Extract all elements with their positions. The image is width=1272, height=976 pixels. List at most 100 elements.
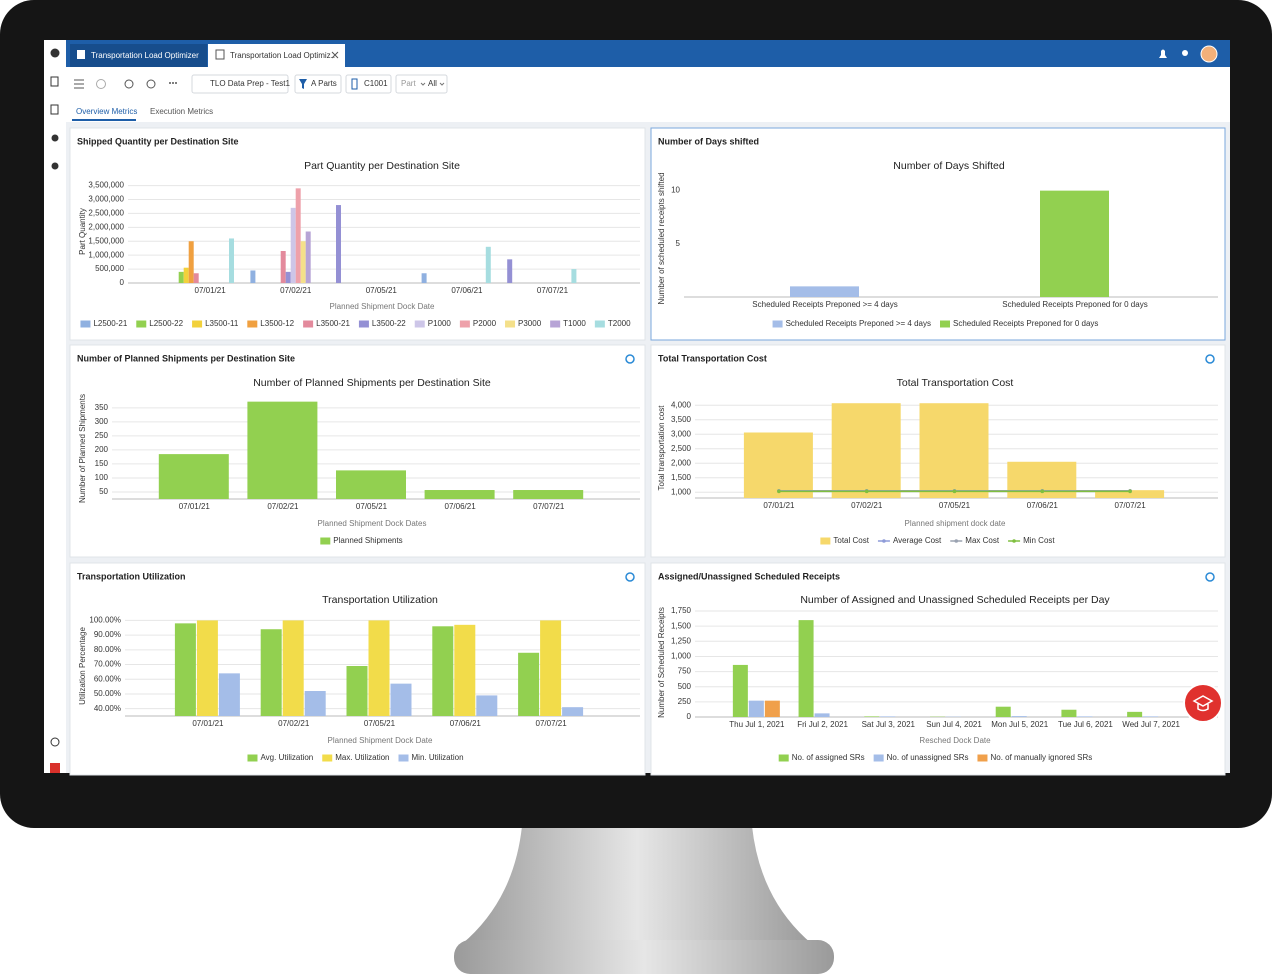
y-tick-label: 2,500 xyxy=(671,444,692,453)
tab[interactable] xyxy=(70,44,207,67)
help-icon[interactable] xyxy=(50,737,60,747)
bar xyxy=(831,403,901,498)
subtab[interactable]: Execution Metrics xyxy=(150,107,213,116)
toolbar-label[interactable]: A Parts xyxy=(311,79,337,88)
panel-title: Shipped Quantity per Destination Site xyxy=(77,136,239,146)
y-tick-label: 500,000 xyxy=(95,264,124,273)
filter-icon xyxy=(299,79,307,89)
bar xyxy=(485,246,491,283)
tab-active[interactable] xyxy=(208,44,345,67)
help-fab[interactable] xyxy=(1183,683,1223,723)
y-tick-label: 350 xyxy=(95,403,109,412)
bar xyxy=(1127,711,1143,717)
toolbar-icon[interactable] xyxy=(175,82,177,84)
bar xyxy=(748,700,764,717)
y-axis-title: Number of Scheduled Receipts xyxy=(657,607,666,718)
refresh-icon[interactable] xyxy=(1205,354,1215,364)
toolbar-icon[interactable] xyxy=(124,79,134,89)
legend-swatch xyxy=(459,320,470,328)
legend-swatch xyxy=(873,754,884,762)
people-icon[interactable] xyxy=(1182,50,1188,56)
bar xyxy=(290,207,296,283)
chart-title: Total Transportation Cost xyxy=(897,377,1014,389)
legend-swatch xyxy=(320,537,331,545)
chart-title: Number of Days Shifted xyxy=(893,160,1005,172)
sidebar xyxy=(44,40,66,773)
y-tick-label: 500 xyxy=(678,682,692,691)
toolbar-icon[interactable] xyxy=(169,82,171,84)
x-tick-label: 07/05/21 xyxy=(364,719,396,728)
bar xyxy=(919,403,989,498)
sidebar-icon[interactable] xyxy=(50,76,59,87)
sidebar-icon[interactable] xyxy=(51,162,59,170)
toolbar-label[interactable]: TLO Data Prep - Test1 xyxy=(210,79,290,88)
sidebar-icon[interactable] xyxy=(51,134,59,142)
x-axis-title: Planned shipment dock date xyxy=(905,519,1007,528)
bell-icon[interactable] xyxy=(1159,49,1167,59)
legend-swatch xyxy=(820,537,831,545)
bar xyxy=(476,695,498,716)
sidebar-icon[interactable] xyxy=(50,104,59,115)
y-tick-label: 2,500,000 xyxy=(88,209,124,218)
x-tick-label: 07/05/21 xyxy=(366,286,398,295)
bar xyxy=(454,624,476,716)
toolbar-icon[interactable] xyxy=(172,82,174,84)
avatar[interactable] xyxy=(1200,45,1218,63)
legend-label: L2500-21 xyxy=(93,319,127,328)
bar xyxy=(864,716,880,717)
legend-swatch xyxy=(322,754,333,762)
legend-label: L3500-22 xyxy=(372,319,406,328)
y-axis-title: Part Quantity xyxy=(78,208,87,255)
bar xyxy=(247,401,318,499)
panel xyxy=(69,127,646,341)
toolbar-button[interactable] xyxy=(191,74,289,94)
toolbar-label[interactable]: All xyxy=(428,79,437,88)
tab-label[interactable]: Transportation Load Optimizer xyxy=(91,51,199,60)
bar xyxy=(174,623,196,716)
toolbar-icon[interactable] xyxy=(96,79,106,89)
toolbar-label[interactable]: Part xyxy=(401,79,416,88)
refresh-icon[interactable] xyxy=(625,354,635,364)
refresh-icon[interactable] xyxy=(1205,572,1215,582)
legend-swatch xyxy=(80,320,91,328)
y-tick-label: 5 xyxy=(676,239,681,248)
bar xyxy=(518,652,540,716)
legend: Scheduled Receipts Preponed >= 4 days Sch… xyxy=(772,319,1098,328)
y-tick-label: 3,500,000 xyxy=(88,181,124,190)
tab-close[interactable] xyxy=(331,51,339,59)
chart-title: Number of Planned Shipments per Destinat… xyxy=(253,377,491,389)
sidebar-icon[interactable] xyxy=(50,48,60,58)
x-tick-label: Scheduled Receipts Preponed for 0 days xyxy=(1002,300,1147,309)
y-tick-label: 70.00% xyxy=(94,660,121,669)
y-axis-title: Utilization Percentage xyxy=(78,627,87,705)
tab-label[interactable]: Transportation Load Optimiz.. xyxy=(230,51,335,60)
toolbar-icon[interactable] xyxy=(146,79,156,89)
bar xyxy=(1011,716,1027,717)
bar xyxy=(305,231,311,283)
toolbar-label[interactable]: C1001 xyxy=(364,79,388,88)
toolbar-icon[interactable] xyxy=(74,79,84,89)
monitor-stand xyxy=(462,826,812,944)
line-marker xyxy=(864,489,869,494)
y-tick-label: 50 xyxy=(99,487,108,496)
x-tick-label: 07/05/21 xyxy=(939,501,971,510)
panel-title: Assigned/Unassigned Scheduled Receipts xyxy=(658,571,840,581)
legend-swatch xyxy=(505,320,516,328)
y-tick-label: 100 xyxy=(95,473,109,482)
dropdown-arrow xyxy=(439,82,445,86)
bar xyxy=(1095,490,1165,498)
y-tick-label: 1,500 xyxy=(671,621,692,630)
y-tick-label: 2,000 xyxy=(671,458,692,467)
y-tick-label: 300 xyxy=(95,417,109,426)
panel-title: Number of Days shifted xyxy=(658,136,759,146)
toolbar-icon xyxy=(351,78,358,90)
legend-swatch xyxy=(398,754,409,762)
legend-label: T1000 xyxy=(563,319,586,328)
legend-label: Planned Shipments xyxy=(333,536,402,545)
bar xyxy=(764,700,780,717)
refresh-icon[interactable] xyxy=(625,572,635,582)
legend-label: No. of unassigned SRs xyxy=(887,753,969,762)
x-tick-label: Mon Jul 5, 2021 xyxy=(991,720,1048,729)
subtab-active[interactable]: Overview Metrics xyxy=(76,107,137,116)
legend-label: P2000 xyxy=(473,319,497,328)
